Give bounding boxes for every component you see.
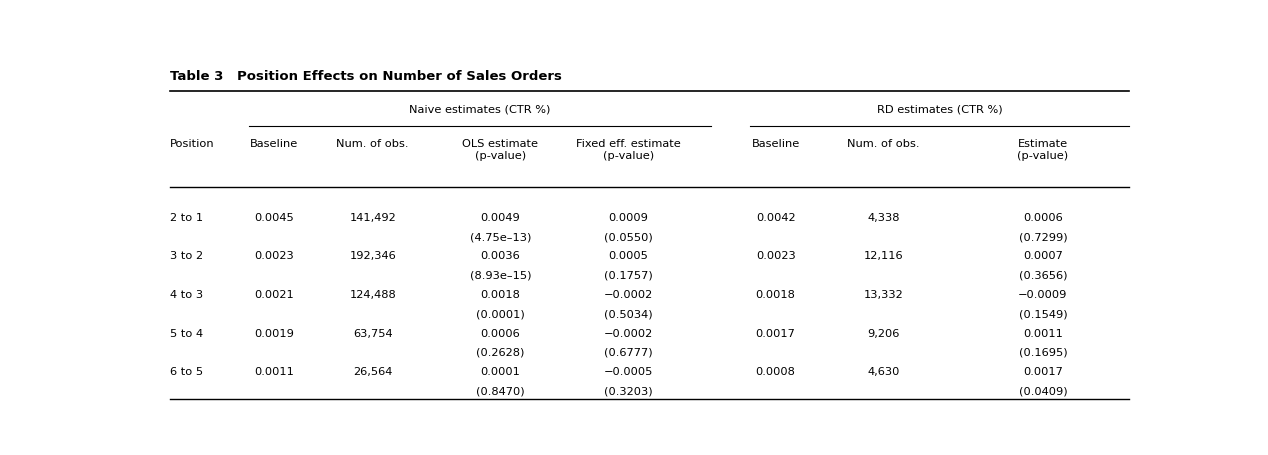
Text: 4,338: 4,338 [867,212,900,222]
Text: Baseline: Baseline [250,139,298,149]
Text: 0.0023: 0.0023 [255,251,294,261]
Text: 9,206: 9,206 [867,328,900,338]
Text: (0.6777): (0.6777) [604,347,653,357]
Text: Baseline: Baseline [752,139,800,149]
Text: 0.0011: 0.0011 [255,366,294,376]
Text: 26,564: 26,564 [353,366,392,376]
Text: (0.0409): (0.0409) [1018,386,1068,396]
Text: 0.0017: 0.0017 [1023,366,1063,376]
Text: (0.5034): (0.5034) [604,308,653,318]
Text: Naive estimates (CTR %): Naive estimates (CTR %) [410,104,550,114]
Text: 4 to 3: 4 to 3 [170,289,203,299]
Text: −0.0002: −0.0002 [604,328,653,338]
Text: 4,630: 4,630 [867,366,900,376]
Text: (0.1757): (0.1757) [604,270,653,280]
Text: 12,116: 12,116 [864,251,904,261]
Text: Estimate
(p-value): Estimate (p-value) [1017,139,1069,160]
Text: 0.0036: 0.0036 [481,251,520,261]
Text: 0.0019: 0.0019 [255,328,294,338]
Text: (0.1549): (0.1549) [1018,308,1068,318]
Text: RD estimates (CTR %): RD estimates (CTR %) [877,104,1003,114]
Text: Fixed eff. estimate
(p-value): Fixed eff. estimate (p-value) [576,139,681,160]
Text: 0.0023: 0.0023 [756,251,795,261]
Text: 0.0009: 0.0009 [609,212,648,222]
Text: 0.0018: 0.0018 [756,289,795,299]
Text: 0.0045: 0.0045 [255,212,294,222]
Text: 0.0018: 0.0018 [481,289,520,299]
Text: 5 to 4: 5 to 4 [170,328,203,338]
Text: 0.0021: 0.0021 [255,289,294,299]
Text: 0.0049: 0.0049 [481,212,520,222]
Text: 124,488: 124,488 [350,289,396,299]
Text: 3 to 2: 3 to 2 [170,251,203,261]
Text: 0.0006: 0.0006 [1023,212,1063,222]
Text: (0.0001): (0.0001) [476,308,525,318]
Text: 13,332: 13,332 [864,289,904,299]
Text: 0.0001: 0.0001 [481,366,520,376]
Text: Position: Position [170,139,214,149]
Text: Position Effects on Number of Sales Orders: Position Effects on Number of Sales Orde… [237,70,562,83]
Text: 0.0017: 0.0017 [756,328,795,338]
Text: 0.0011: 0.0011 [1023,328,1063,338]
Text: 141,492: 141,492 [350,212,396,222]
Text: 2 to 1: 2 to 1 [170,212,203,222]
Text: −0.0005: −0.0005 [604,366,653,376]
Text: 0.0005: 0.0005 [609,251,648,261]
Text: (0.3203): (0.3203) [604,386,653,396]
Text: (0.2628): (0.2628) [477,347,525,357]
Text: 0.0042: 0.0042 [756,212,795,222]
Text: 0.0006: 0.0006 [481,328,520,338]
Text: −0.0002: −0.0002 [604,289,653,299]
Text: 6 to 5: 6 to 5 [170,366,203,376]
Text: 0.0007: 0.0007 [1023,251,1063,261]
Text: Num. of obs.: Num. of obs. [847,139,921,149]
Text: (0.8470): (0.8470) [477,386,525,396]
Text: (0.3656): (0.3656) [1018,270,1068,280]
Text: −0.0009: −0.0009 [1018,289,1068,299]
Text: 63,754: 63,754 [353,328,393,338]
Text: Num. of obs.: Num. of obs. [336,139,410,149]
Text: (0.1695): (0.1695) [1018,347,1068,357]
Text: 192,346: 192,346 [350,251,396,261]
Text: OLS estimate
(p-value): OLS estimate (p-value) [463,139,539,160]
Text: (4.75e–13): (4.75e–13) [469,232,531,242]
Text: 0.0008: 0.0008 [756,366,795,376]
Text: (0.7299): (0.7299) [1018,232,1068,242]
Text: (0.0550): (0.0550) [604,232,653,242]
Text: Table 3: Table 3 [170,70,223,83]
Text: (8.93e–15): (8.93e–15) [469,270,531,280]
